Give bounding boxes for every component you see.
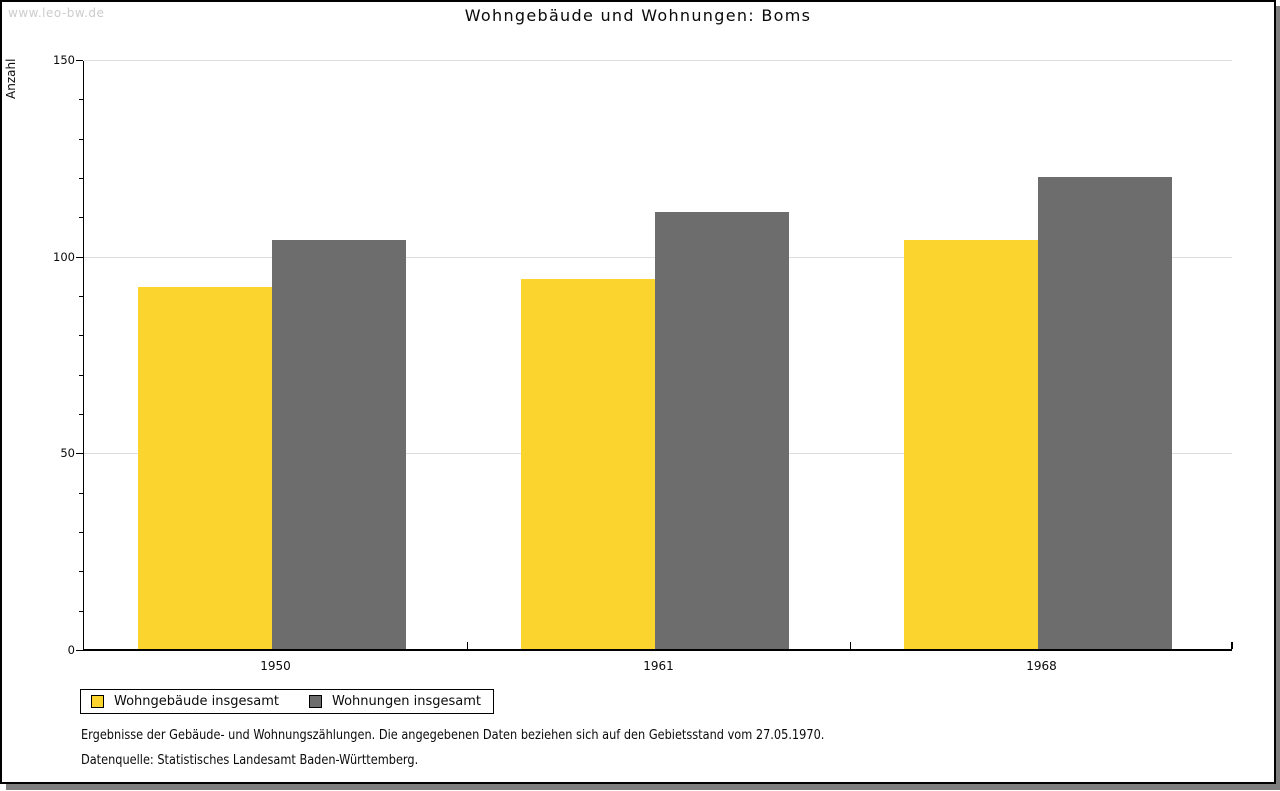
x-category-label-1950: 1950 [260, 659, 291, 673]
bar-wohngebäude-1968 [904, 239, 1038, 649]
y-tick-110 [79, 217, 83, 219]
plot-area: 0 50 100 150 1950 1961 1968 [53, 53, 1233, 673]
bar-wohnungen-1950 [272, 239, 406, 649]
bar-wohngebäude-1961 [521, 279, 655, 649]
y-tick-100 [76, 256, 83, 258]
y-tick-40 [79, 492, 83, 494]
legend-swatch-wohnungen [309, 695, 322, 708]
y-tick-80 [79, 335, 83, 337]
watermark: www.leo-bw.de [8, 6, 105, 20]
legend-item-wohngebaeude: Wohngebäude insgesamt [91, 694, 279, 709]
y-tick-130 [79, 138, 83, 140]
y-tick-150 [76, 60, 83, 61]
x-category-label-1968: 1968 [1026, 659, 1057, 673]
y-tick-label-150: 150 [53, 53, 75, 67]
y-tick-90 [79, 296, 83, 297]
y-tick-10 [79, 610, 83, 612]
y-tick-0 [76, 650, 83, 651]
legend-swatch-wohngebaeude [91, 695, 104, 708]
x-tick-boundary-1 [467, 642, 468, 649]
y-tick-30 [79, 532, 83, 533]
y-tick-label-0: 0 [67, 643, 75, 657]
bar-wohnungen-1968 [1038, 177, 1172, 649]
y-tick-label-100: 100 [53, 249, 75, 264]
y-axis-label: Anzahl [4, 58, 18, 100]
y-tick-70 [79, 374, 83, 376]
footnote-data-source: Datenquelle: Statistisches Landesamt Bad… [81, 752, 419, 768]
y-tick-60 [79, 414, 83, 415]
x-tick-boundary-2 [850, 642, 851, 649]
x-axis-end-tick [1231, 642, 1233, 649]
legend-label-wohngebaeude: Wohngebäude insgesamt [114, 694, 279, 709]
legend: Wohngebäude insgesamt Wohnungen insgesam… [80, 689, 494, 714]
legend-label-wohnungen: Wohnungen insgesamt [332, 694, 481, 709]
y-tick-120 [79, 178, 83, 179]
y-tick-140 [79, 99, 83, 101]
legend-item-wohnungen: Wohnungen insgesamt [309, 694, 481, 709]
footnote-survey-note: Ergebnisse der Gebäude- und Wohnungszähl… [81, 727, 825, 743]
bar-wohnungen-1961 [655, 212, 789, 649]
gridline-y-150 [84, 60, 1232, 61]
y-tick-50 [76, 453, 83, 455]
chart-title: Wohngebäude und Wohnungen: Boms [464, 6, 812, 25]
y-tick-20 [79, 571, 83, 573]
y-tick-label-50: 50 [60, 446, 75, 461]
bar-wohngebäude-1950 [138, 287, 272, 649]
x-category-label-1961: 1961 [643, 659, 674, 673]
